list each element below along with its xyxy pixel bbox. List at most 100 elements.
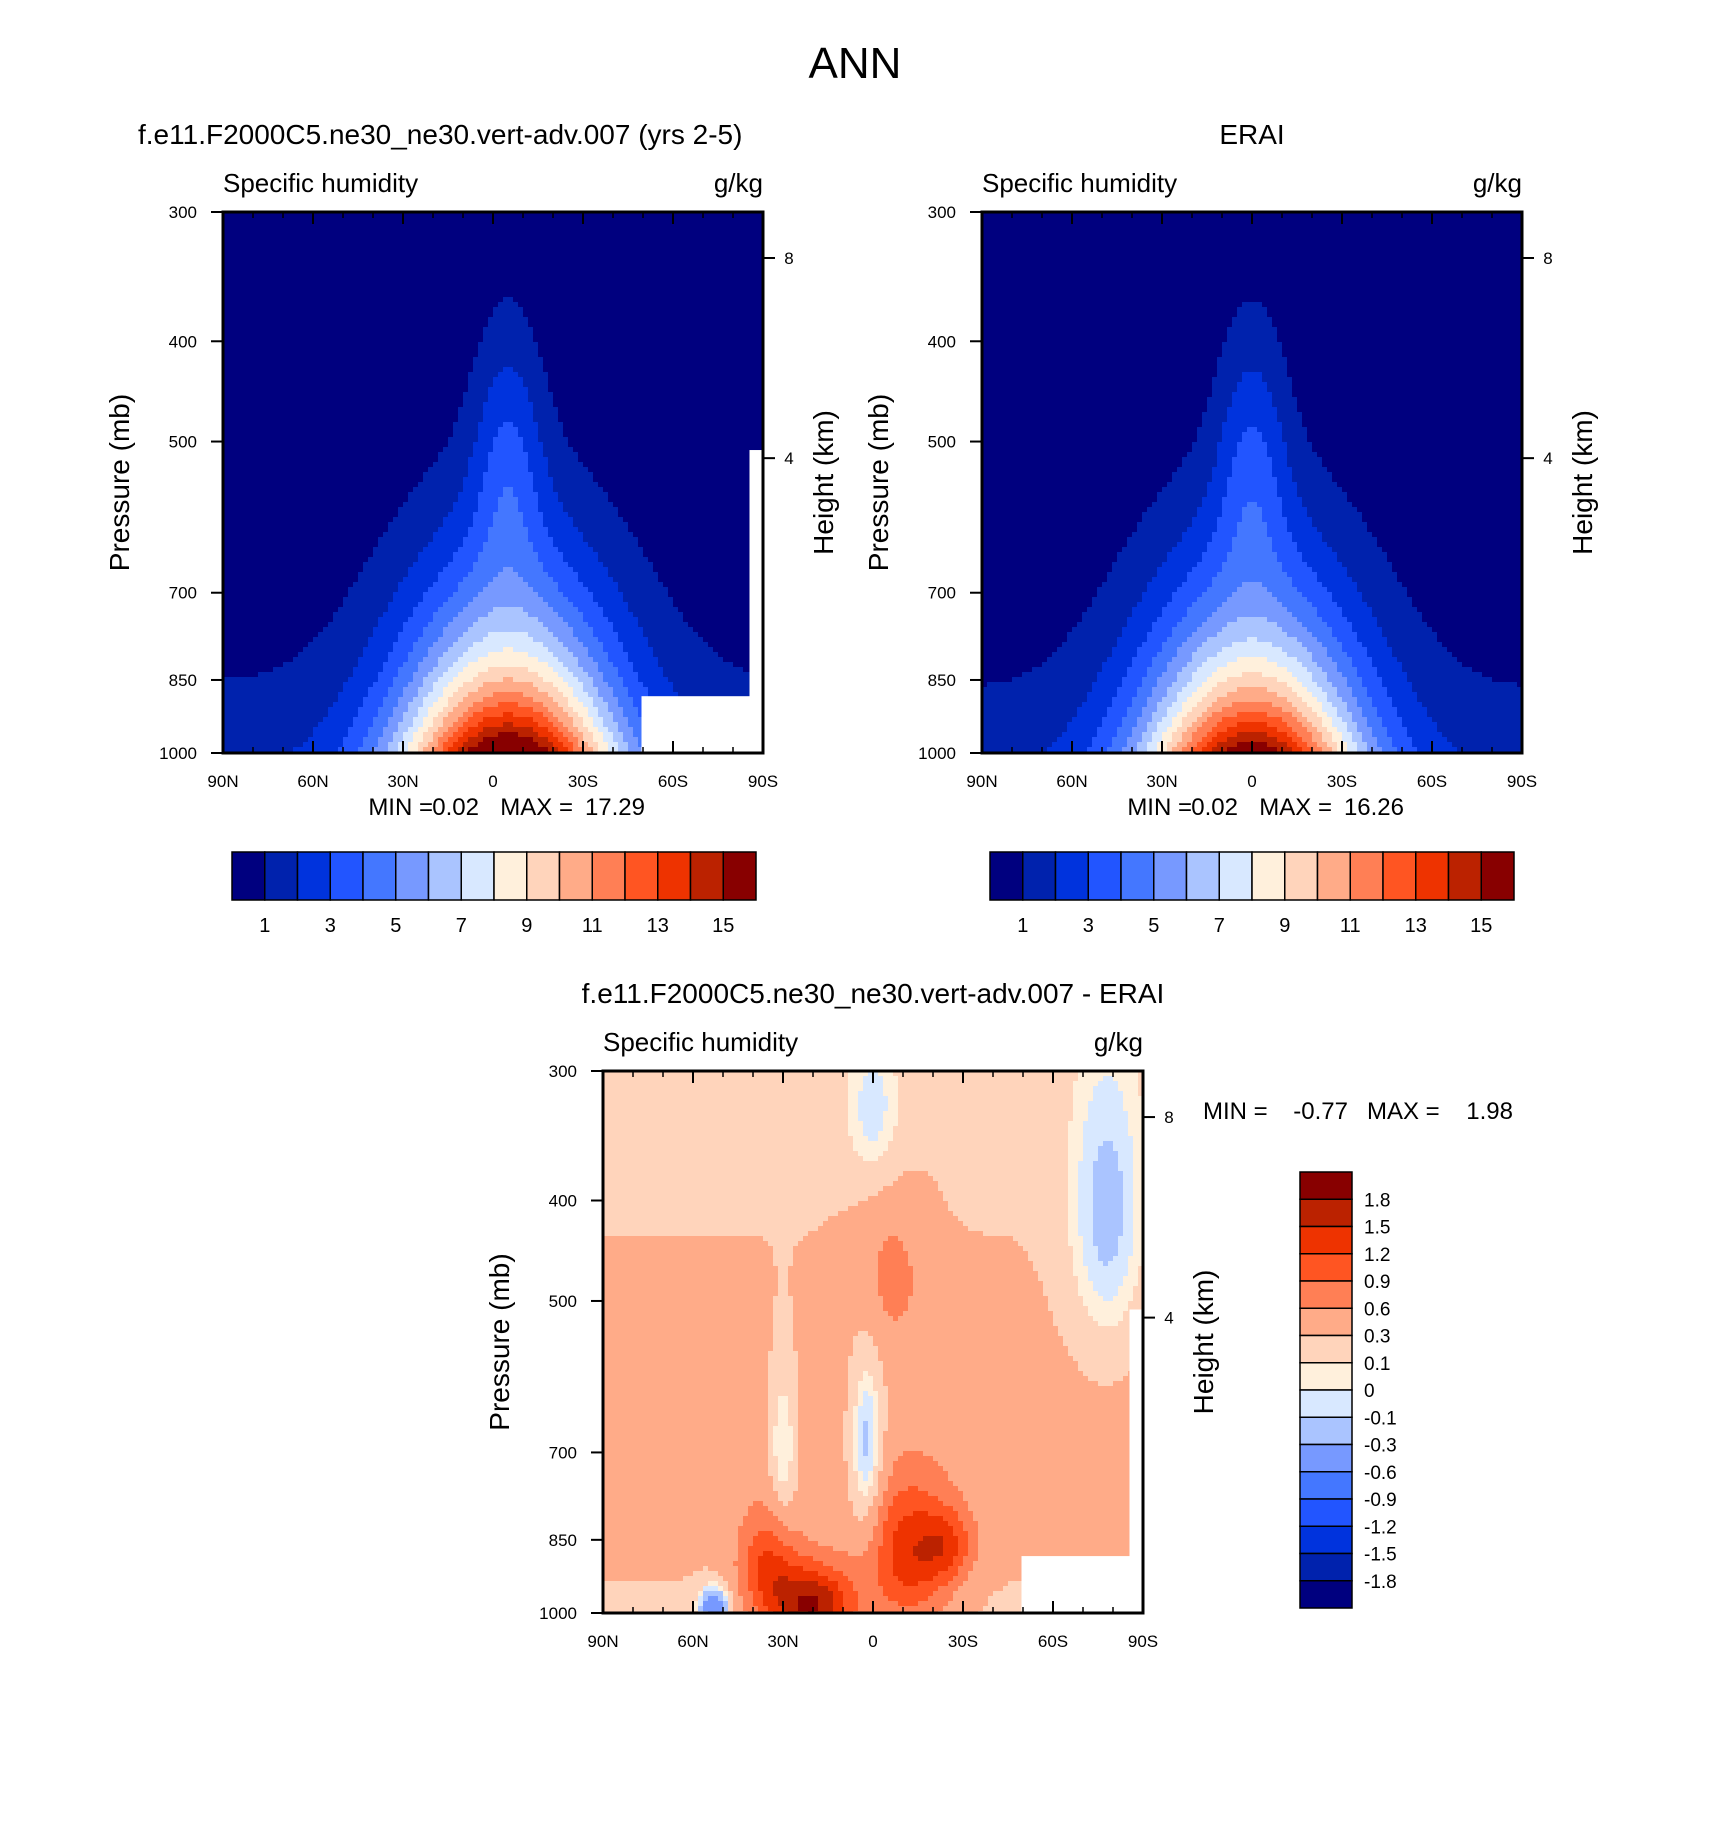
colorbar-swatch [1299,1334,1353,1364]
y-tick-label: 1000 [159,744,197,763]
colorbar-swatch [1284,851,1319,901]
x-tick-label: 90S [1128,1632,1158,1651]
y-tick-label: 300 [928,203,956,222]
colorbar-label: 15 [1470,915,1492,937]
x-tick-label: 0 [868,1632,877,1651]
x-tick-label: 90N [966,772,997,791]
colorbar-label: 5 [1148,915,1159,937]
y-axis-title: Pressure (mb) [863,394,894,571]
diff-panel: f.e11.F2000C5.ne30_ne30.vert-adv.007 - E… [484,978,1513,1651]
colorbar-swatch [558,851,593,901]
colorbar-swatch [1299,1362,1353,1391]
colorbar-swatch [1299,1307,1353,1337]
missing-data-mask [749,450,763,699]
y2-tick-label: 4 [1164,1309,1173,1328]
units-label: g/kg [1094,1027,1143,1057]
x-tick-label: 60S [1417,772,1447,791]
colorbar-label: -0.1 [1364,1408,1397,1429]
y-tick-label: 400 [928,332,956,351]
colorbar-label: 3 [1083,915,1094,937]
y-tick-label: 500 [549,1292,577,1311]
colorbar-label: 13 [647,915,669,937]
min-label: MIN = [1127,794,1192,821]
colorbar-swatch [1087,851,1122,901]
colorbar-swatch [689,851,724,901]
y-tick-label: 700 [169,584,197,603]
colorbar-swatch [460,851,495,901]
colorbar-swatch [493,851,528,901]
colorbar-label: 15 [712,915,734,937]
units-label: g/kg [1473,168,1522,198]
colorbar-label: -0.9 [1364,1490,1397,1511]
colorbar-swatch [1299,1416,1353,1446]
y-tick-label: 400 [169,332,197,351]
x-tick-label: 60N [297,772,328,791]
colorbar-swatch [1299,1552,1353,1582]
x-tick-label: 90N [587,1632,618,1651]
colorbar-label: 3 [325,915,336,937]
y-axis-title: Pressure (mb) [104,394,135,571]
colorbar-label: 0 [1364,1381,1375,1402]
min-value: 0.02 [432,794,479,821]
colorbar-swatch [1447,851,1482,901]
variable-label: Specific humidity [603,1027,798,1057]
model-field [223,212,764,754]
colorbar-swatch [427,851,462,901]
x-tick-label: 60N [677,1632,708,1651]
colorbar-label: 7 [456,915,467,937]
colorbar-swatch [526,851,561,901]
colorbar-swatch [1480,851,1515,901]
x-tick-label: 90N [207,772,238,791]
missing-data-mask [641,696,763,753]
colorbar-swatch [1415,851,1450,901]
max-value: 1.98 [1466,1098,1513,1125]
x-tick-label: 30N [387,772,418,791]
page-title: ANN [809,39,902,88]
y2-axis-title: Height (km) [1188,1270,1219,1415]
min-label: MIN = [368,794,433,821]
colorbar-swatch [722,851,757,901]
y2-tick-label: 8 [784,249,793,268]
y-tick-label: 700 [549,1443,577,1462]
colorbar-label: 11 [1340,915,1361,937]
colorbar-swatch [1299,1171,1353,1200]
x-tick-label: 30N [767,1632,798,1651]
colorbar-label: 13 [1405,915,1427,937]
colorbar-swatch [1299,1498,1353,1527]
colorbar-label: 0.1 [1364,1354,1390,1375]
y-tick-label: 850 [169,671,197,690]
y-tick-label: 400 [549,1192,577,1211]
colorbar-swatch [1299,1525,1353,1555]
variable-label: Specific humidity [223,168,418,198]
colorbar-label: 1.5 [1364,1218,1390,1239]
colorbar-swatch [329,851,364,901]
colorbar-swatch [1120,851,1155,901]
colorbar-swatch [395,851,430,901]
colorbar-label: 1 [1017,915,1028,937]
colorbar-swatch [1299,1280,1353,1309]
x-tick-label: 30S [1327,772,1357,791]
colorbar-swatch [1054,851,1089,901]
colorbar-label: 0.3 [1364,1327,1390,1348]
variable-label: Specific humidity [982,168,1177,198]
y-tick-label: 500 [169,433,197,452]
colorbar-label: 7 [1214,915,1225,937]
colorbar-swatch [1218,851,1253,901]
colorbar-label: -0.6 [1364,1463,1397,1484]
colorbar-swatch [264,851,299,901]
colorbar-label: 0.6 [1364,1299,1390,1320]
panel-title: f.e11.F2000C5.ne30_ne30.vert-adv.007 (yr… [138,119,742,150]
obs-field [982,212,1523,754]
colorbar-swatch [1299,1225,1353,1255]
colorbar-swatch [591,851,626,901]
colorbar-swatch [1299,1389,1353,1418]
colorbar-label: 1.8 [1364,1190,1390,1211]
colorbar-label: 11 [582,915,603,937]
x-tick-label: 90S [1507,772,1537,791]
colorbar-swatch [1299,1198,1353,1228]
y-tick-label: 850 [928,671,956,690]
max-value: 17.29 [585,794,645,821]
panel-title: ERAI [1219,119,1284,150]
